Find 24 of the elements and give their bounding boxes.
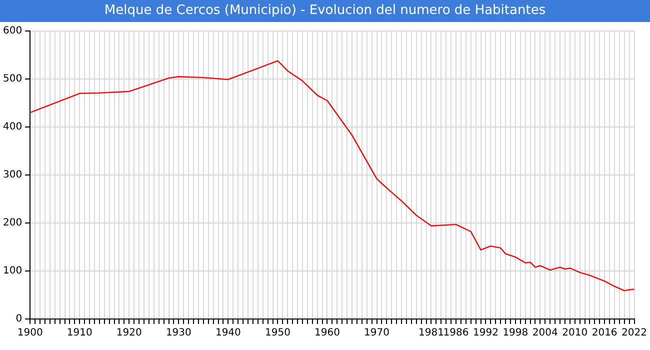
- x-tick-label: 1960: [314, 328, 340, 339]
- y-tick-label: 100: [2, 266, 22, 277]
- x-tick-label: 1986: [443, 328, 469, 339]
- x-tick-label: 1900: [17, 328, 43, 339]
- x-tick-label: 1981: [418, 328, 444, 339]
- x-tick-label: 2004: [532, 328, 558, 339]
- x-tick-label: 1950: [264, 328, 290, 339]
- y-tick-label: 500: [2, 74, 22, 85]
- x-tick-label: 1992: [472, 328, 498, 339]
- x-tick-label: 1930: [166, 328, 192, 339]
- chart-title: Melque de Cercos (Municipio) - Evolucion del numero de Habitantes: [0, 0, 650, 22]
- y-tick-label: 200: [2, 218, 22, 229]
- x-tick-label: 1940: [215, 328, 241, 339]
- x-tick-label: 1998: [502, 328, 528, 339]
- x-tick-label: 1910: [66, 328, 92, 339]
- y-tick-label: 400: [2, 122, 22, 133]
- y-tick-label: 300: [2, 170, 22, 181]
- x-tick-label: 2022: [622, 328, 647, 339]
- y-tick-label: 600: [2, 26, 22, 37]
- y-tick-label: 0: [16, 314, 22, 325]
- x-tick-label: 1970: [364, 328, 390, 339]
- x-tick-label: 2016: [592, 328, 618, 339]
- x-tick-label: 2010: [562, 328, 588, 339]
- x-tick-label: 1920: [116, 328, 142, 339]
